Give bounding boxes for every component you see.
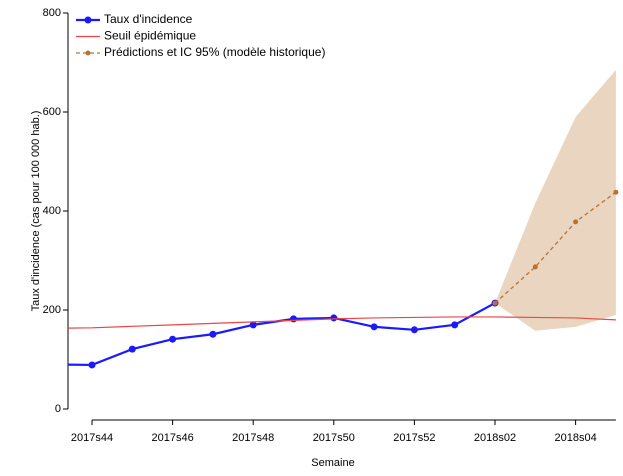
point [410,326,418,334]
y-tick-label: 800 [43,7,61,19]
point [209,330,217,338]
legend-marker [84,16,92,24]
x-tick-label: 2018s04 [554,432,596,444]
point [330,314,338,322]
y-tick-label: 0 [55,403,61,415]
ci-band [495,69,616,331]
x-tick-label: 2017s48 [232,432,274,444]
legend-marker [85,50,91,56]
legend-label: Prédictions et IC 95% (modèle historique… [104,45,325,59]
point [532,264,538,270]
plot-area [68,69,619,369]
x-tick-label: 2018s02 [474,432,516,444]
point [613,189,619,195]
series-line [68,302,496,367]
x-tick-label: 2017s44 [71,432,113,444]
legend-label: Taux d'incidence [104,12,193,26]
series-line [68,316,616,329]
point [169,335,177,343]
point [573,219,579,225]
x-axis-label: Semaine [311,457,354,469]
x-tick-label: 2017s50 [313,432,355,444]
point [128,345,136,353]
point [290,315,297,323]
x-tick-label: 2017s46 [151,432,193,444]
point [370,323,378,331]
series-line [494,191,617,304]
y-tick-label: 400 [43,205,61,217]
legend-label: Seuil épidémique [104,29,196,43]
y-axis-label: Taux d'incidence (cas pour 100 000 hab.) [30,111,42,312]
point [492,300,498,306]
x-tick-label: 2017s52 [393,432,435,444]
y-tick-label: 600 [43,106,61,118]
point [88,361,96,369]
point [249,321,257,329]
y-tick-label: 200 [43,304,61,316]
point [451,321,459,329]
